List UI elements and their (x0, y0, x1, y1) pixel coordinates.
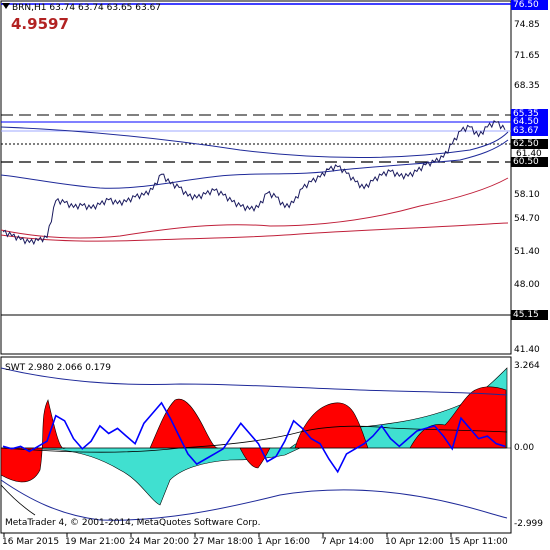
time-tick-label: 16 Mar 2015 (2, 537, 60, 547)
time-axis-marks (3, 533, 452, 537)
price-tick-label: 74.85 (514, 20, 540, 30)
time-tick-label: 10 Apr 12:00 (385, 537, 444, 547)
price-level-label: 64.50 (511, 117, 548, 127)
price-level-label: 63.67 (511, 126, 548, 136)
time-tick-label: 24 Mar 20:00 (129, 537, 190, 547)
time-tick-label: 15 Apr 11:00 (449, 537, 508, 547)
price-tick-label: 54.70 (514, 214, 540, 224)
chart-header: BRN,H1 63.74 63.74 63.65 63.67 (2, 3, 161, 13)
swt-red-area-1 (0, 399, 66, 483)
time-tick-label: 19 Mar 21:00 (65, 537, 126, 547)
swt-lower-band (0, 479, 508, 521)
ma-blue-slow (0, 126, 509, 158)
time-tick-label: 1 Apr 16:00 (257, 537, 310, 547)
price-level-label: 61.40 (516, 149, 542, 159)
price-tick-label: 68.35 (514, 81, 540, 91)
time-tick-label: 7 Apr 14:00 (321, 537, 374, 547)
ma-red-fast (0, 177, 509, 239)
price-level-label: 60.50 (511, 157, 548, 167)
swt-upper-band (0, 367, 508, 396)
swt-main-line (2, 401, 506, 474)
swt-red-area-4 (294, 402, 369, 449)
indicator-tick-label: 0.00 (514, 443, 535, 453)
price-tick-label: 58.10 (514, 190, 540, 200)
price-level-label: 45.15 (511, 310, 548, 320)
time-tick-label: 27 Mar 18:00 (193, 537, 254, 547)
price-level-label: 76.50 (511, 0, 548, 10)
price-tick-label: 71.65 (514, 51, 540, 61)
price-level-label: 62.50 (511, 139, 548, 149)
ma-red-slow (0, 222, 509, 242)
indicator-tick-label: -2.999 (514, 519, 544, 529)
ma-blue-fast (0, 139, 509, 189)
big-value-readout: 4.9597 (11, 15, 69, 33)
price-tick-label: 41.40 (514, 345, 540, 355)
main-chart-frame (0, 0, 512, 355)
indicator-title: SWT 2.980 2.066 0.179 (5, 363, 111, 373)
copyright-text: MetaTrader 4, © 2001-2014, MetaQuotes So… (5, 518, 261, 528)
dropdown-triangle-icon[interactable] (2, 3, 10, 9)
price-series (2, 120, 506, 246)
price-level-label: 65.35 (511, 109, 548, 119)
symbol-info: BRN,H1 63.74 63.74 63.65 63.67 (12, 3, 162, 13)
indicator-tick-label: 3.264 (514, 361, 540, 371)
price-tick-label: 48.00 (514, 280, 540, 290)
price-tick-label: 51.40 (514, 247, 540, 257)
